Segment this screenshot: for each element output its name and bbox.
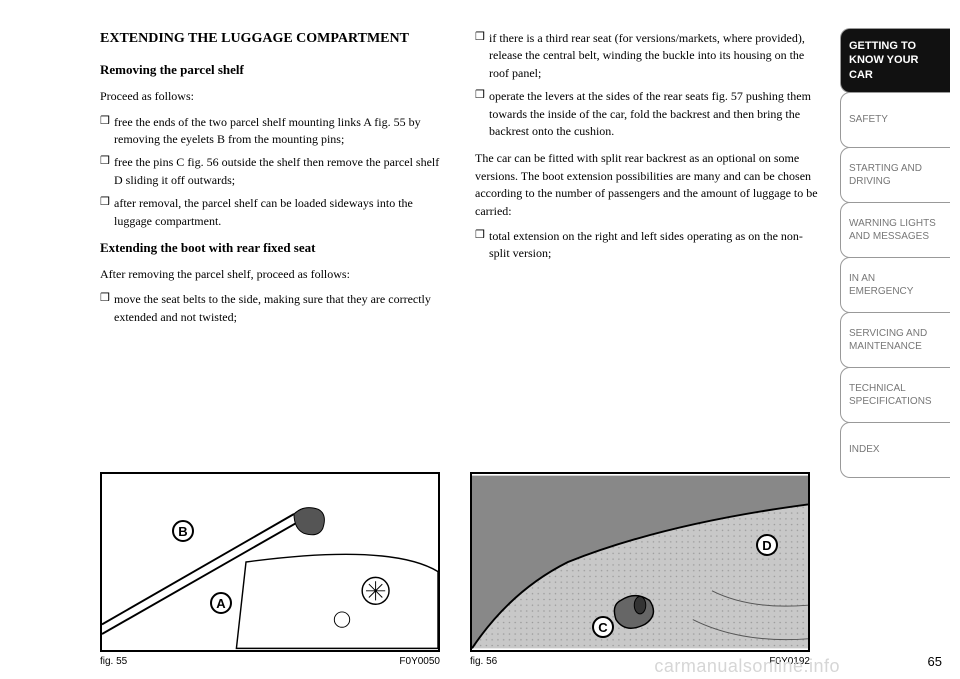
figure-55-box: B A (100, 472, 440, 652)
marker-c: C (592, 616, 614, 638)
figure-55-caption: fig. 55 F0Y0050 (100, 656, 440, 667)
figure-55-drawing (102, 474, 438, 650)
marker-a: A (210, 592, 232, 614)
chapter-tabs: GETTING TO KNOW YOUR CAR SAFETY STARTING… (840, 0, 960, 679)
bullet-item: total extension on the right and left si… (475, 228, 820, 263)
bullet-list: free the ends of the two parcel shelf mo… (100, 114, 445, 230)
tab-servicing[interactable]: SERVICING AND MAINTENANCE (840, 312, 950, 368)
figure-55: B A fig. 55 F0Y0050 (100, 472, 440, 667)
figure-56-box: D C (470, 472, 810, 652)
fig-code: F0Y0050 (399, 656, 440, 667)
figure-56-drawing (472, 474, 808, 650)
bullet-list: move the seat belts to the side, making … (100, 291, 445, 326)
fig-number: fig. 55 (100, 656, 127, 667)
bullet-item: free the pins C fig. 56 outside the shel… (100, 154, 445, 189)
tab-label: IN AN EMERGENCY (849, 272, 942, 298)
bullet-item: free the ends of the two parcel shelf mo… (100, 114, 445, 149)
bullet-list: if there is a third rear seat (for versi… (475, 30, 820, 140)
paragraph: The car can be fitted with split rear ba… (475, 150, 820, 220)
tab-label: TECHNICAL SPECIFICATIONS (849, 382, 942, 408)
bullet-item: if there is a third rear seat (for versi… (475, 30, 820, 82)
section-heading: EXTENDING THE LUGGAGE COMPARTMENT (100, 30, 445, 48)
tab-starting-driving[interactable]: STARTING AND DRIVING (840, 147, 950, 203)
page-number: 65 (928, 654, 942, 669)
tab-technical-specs[interactable]: TECHNICAL SPECIFICATIONS (840, 367, 950, 423)
figure-56: D C fig. 56 F0Y0192 (470, 472, 810, 667)
subheading-extending: Extending the boot with rear fixed seat (100, 240, 445, 256)
bullet-item: operate the levers at the sides of the r… (475, 88, 820, 140)
tab-index[interactable]: INDEX (840, 422, 950, 478)
fig-number: fig. 56 (470, 656, 497, 667)
bullet-list: total extension on the right and left si… (475, 228, 820, 263)
lead-text: Proceed as follows: (100, 88, 445, 105)
tab-warning-lights[interactable]: WARNING LIGHTS AND MESSAGES (840, 202, 950, 258)
tab-label: SERVICING AND MAINTENANCE (849, 327, 942, 353)
tab-label: WARNING LIGHTS AND MESSAGES (849, 217, 942, 243)
tab-label: STARTING AND DRIVING (849, 162, 942, 188)
figures-row: B A fig. 55 F0Y0050 (0, 472, 830, 667)
subheading-removing: Removing the parcel shelf (100, 62, 445, 78)
bullet-item: move the seat belts to the side, making … (100, 291, 445, 326)
tab-emergency[interactable]: IN AN EMERGENCY (840, 257, 950, 313)
bullet-item: after removal, the parcel shelf can be l… (100, 195, 445, 230)
lead-text: After removing the parcel shelf, proceed… (100, 266, 445, 283)
marker-b: B (172, 520, 194, 542)
watermark: carmanualsonline.info (654, 656, 840, 677)
tab-label: SAFETY (849, 113, 888, 126)
marker-d: D (756, 534, 778, 556)
tab-getting-to-know[interactable]: GETTING TO KNOW YOUR CAR (840, 28, 950, 93)
tab-label: GETTING TO KNOW YOUR CAR (849, 39, 942, 82)
tab-safety[interactable]: SAFETY (840, 92, 950, 148)
tab-label: INDEX (849, 443, 880, 456)
